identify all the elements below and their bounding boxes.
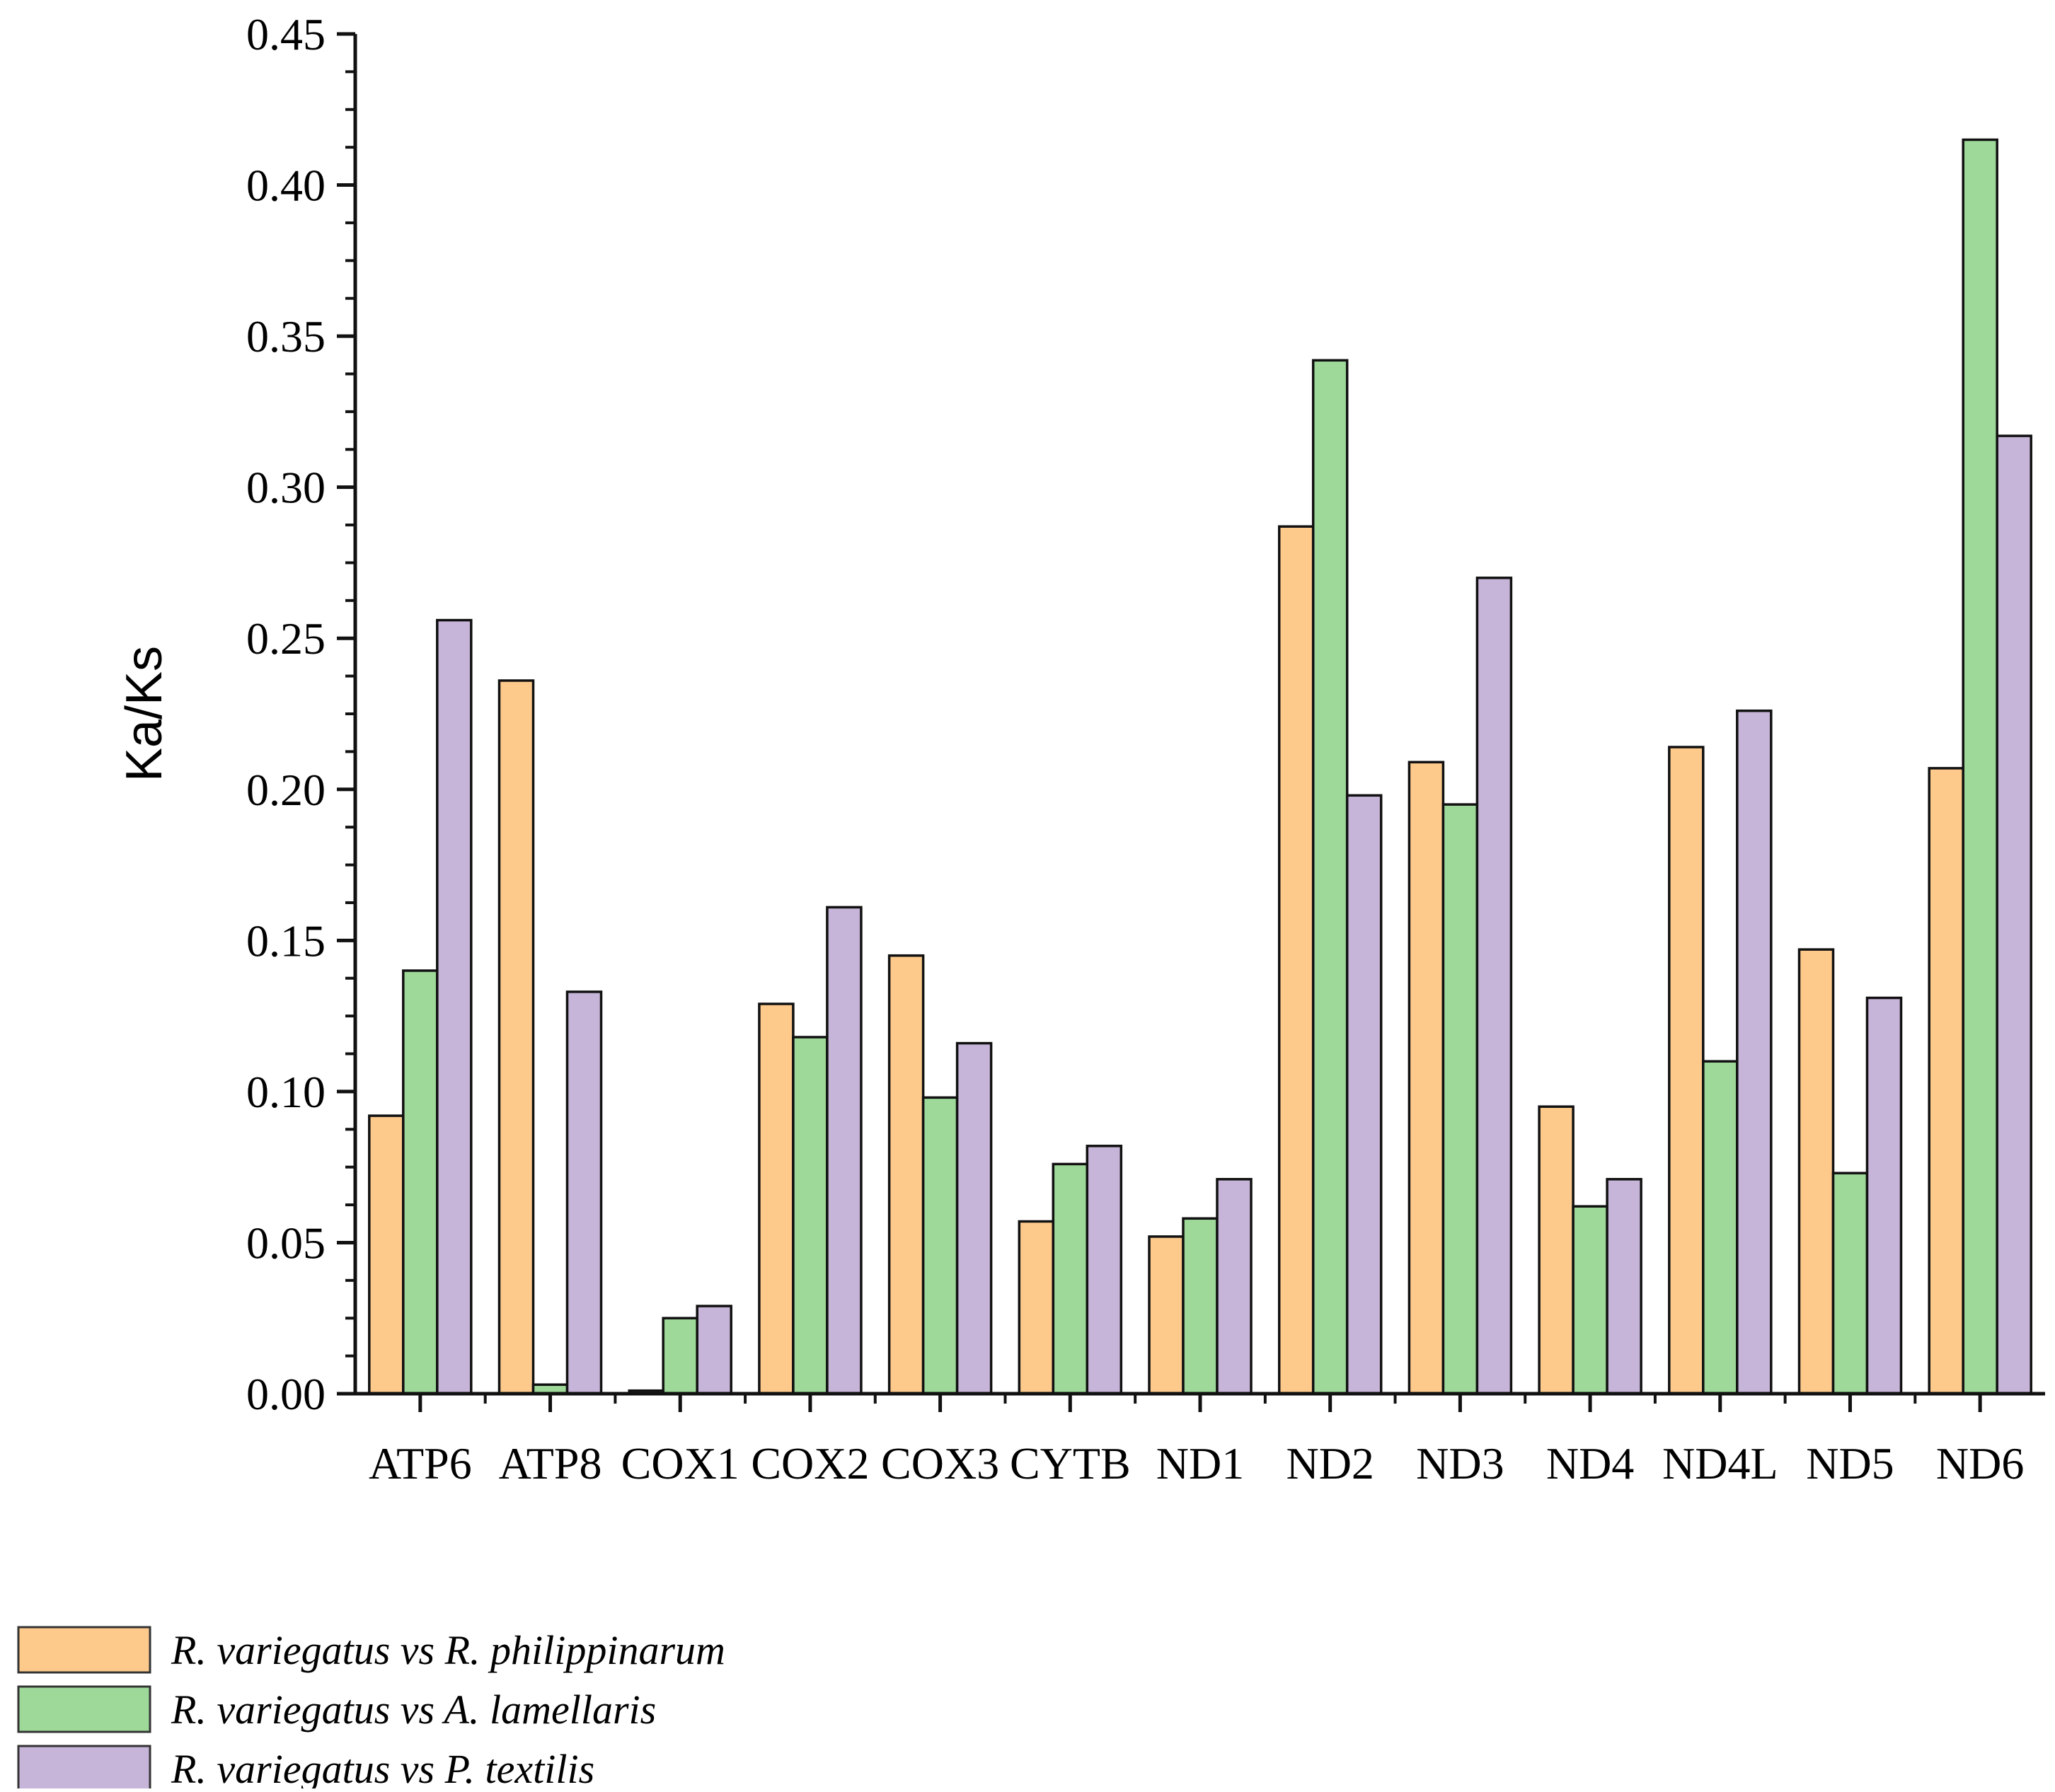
y-tick-label: 0.35	[246, 311, 326, 362]
bar-nd2-series-3	[1345, 794, 1383, 1395]
bar-nd5-series-1	[1797, 948, 1835, 1395]
axes-layer	[337, 32, 2045, 1412]
x-tick-label-nd6: ND6	[1936, 1438, 2024, 1488]
bar-nd3-series-3	[1475, 577, 1513, 1395]
legend: R. variegatus vs R. philippinarum R. vari…	[17, 1626, 725, 1792]
labels-layer: 0.00 0.05 0.10 0.15 0.20 0.25 0.30 0.35 0.40 0.45…	[116, 9, 2024, 1488]
bar-cox3-series-1	[887, 954, 925, 1395]
y-tick-label: 0.30	[246, 463, 326, 513]
bar-cytb-series-1	[1018, 1220, 1055, 1395]
bar-atp8-series-3	[565, 990, 603, 1395]
x-tick-label-cytb: CYTB	[1010, 1438, 1131, 1488]
y-tick-label: 0.10	[246, 1067, 326, 1117]
legend-label-2: R. variegatus vs A. lamellaris	[171, 1687, 656, 1733]
bar-nd3-series-1	[1408, 761, 1445, 1395]
bar-nd4l-series-1	[1668, 746, 1705, 1395]
bar-cox1-series-3	[696, 1305, 732, 1395]
bars-layer	[368, 138, 2032, 1395]
x-tick-label-nd2: ND2	[1286, 1438, 1374, 1488]
bar-cytb-series-3	[1086, 1145, 1123, 1395]
x-tick-label-nd1: ND1	[1156, 1438, 1244, 1488]
bar-nd3-series-2	[1441, 803, 1479, 1395]
y-tick-label: 0.20	[246, 765, 326, 815]
bar-nd4-series-1	[1538, 1105, 1575, 1395]
bar-nd6-series-1	[1928, 767, 1964, 1395]
bar-nd1-series-1	[1148, 1235, 1185, 1395]
legend-swatch-2	[17, 1685, 151, 1733]
y-axis-title: Ka/Ks	[116, 646, 173, 782]
x-tick-label-nd5: ND5	[1806, 1438, 1894, 1488]
x-tick-label-nd3: ND3	[1416, 1438, 1504, 1488]
bar-nd2-series-1	[1277, 525, 1315, 1395]
bar-cox2-series-2	[792, 1036, 829, 1395]
bar-cytb-series-2	[1052, 1162, 1089, 1395]
y-tick-label: 0.45	[246, 9, 326, 59]
bar-nd4-series-2	[1572, 1205, 1608, 1395]
y-tick-label: 0.40	[246, 161, 326, 211]
bar-nd4-series-3	[1606, 1178, 1642, 1395]
bar-cox2-series-3	[826, 906, 863, 1395]
y-tick-label: 0.05	[246, 1218, 326, 1268]
bar-cox3-series-2	[921, 1096, 959, 1395]
x-tick-label-atp8: ATP8	[499, 1438, 602, 1488]
bar-nd5-series-2	[1831, 1172, 1869, 1395]
bar-nd6-series-2	[1962, 138, 1998, 1395]
legend-swatch-3	[17, 1745, 151, 1792]
y-tick-label: 0.15	[246, 915, 326, 966]
bar-nd1-series-3	[1216, 1178, 1253, 1395]
x-tick-label-nd4l: ND4L	[1662, 1438, 1778, 1488]
bar-nd6-series-3	[1996, 434, 2032, 1395]
bar-cox2-series-1	[758, 1002, 795, 1395]
bar-atp6-series-1	[368, 1114, 405, 1395]
x-tick-label-cox1: COX1	[621, 1438, 739, 1488]
bar-cox1-series-2	[662, 1317, 698, 1395]
x-tick-label-cox3: COX3	[881, 1438, 999, 1488]
y-tick-label: 0.25	[246, 613, 326, 664]
bar-nd1-series-2	[1182, 1217, 1219, 1395]
x-tick-label-cox2: COX2	[751, 1438, 869, 1488]
bar-cox3-series-3	[955, 1041, 993, 1395]
bar-atp6-series-3	[436, 618, 473, 1395]
bar-nd2-series-2	[1311, 359, 1349, 1395]
bar-atp6-series-2	[402, 969, 439, 1395]
legend-label-1: R. variegatus vs R. philippinarum	[171, 1627, 725, 1673]
bar-nd4l-series-3	[1736, 709, 1773, 1395]
bar-atp8-series-1	[497, 679, 535, 1395]
y-tick-label: 0.00	[246, 1369, 326, 1419]
x-tick-label-atp6: ATP6	[369, 1438, 472, 1488]
x-tick-label-nd4: ND4	[1546, 1438, 1634, 1488]
bar-nd4l-series-2	[1702, 1060, 1739, 1395]
legend-swatch-1	[17, 1626, 151, 1674]
bar-nd5-series-3	[1865, 996, 1903, 1395]
legend-label-3: R. variegatus vs P. textilis	[171, 1746, 594, 1788]
